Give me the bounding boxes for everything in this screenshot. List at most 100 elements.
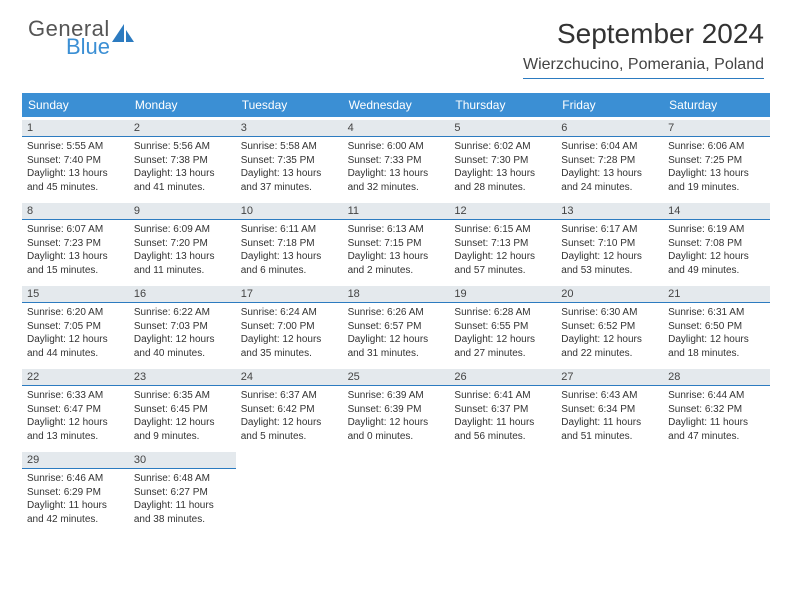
daylight-line: Daylight: 13 hours and 6 minutes. xyxy=(241,250,338,277)
day-number: 14 xyxy=(663,203,770,220)
day-number: 9 xyxy=(129,203,236,220)
sunset-line: Sunset: 6:32 PM xyxy=(668,403,765,417)
day-number: 29 xyxy=(22,452,129,469)
day-number: 23 xyxy=(129,369,236,386)
daylight-line: Daylight: 11 hours and 47 minutes. xyxy=(668,416,765,443)
day-number: 20 xyxy=(556,286,663,303)
sunset-line: Sunset: 6:29 PM xyxy=(27,486,124,500)
day-number: 28 xyxy=(663,369,770,386)
daylight-line: Daylight: 12 hours and 22 minutes. xyxy=(561,333,658,360)
sunset-line: Sunset: 7:40 PM xyxy=(27,154,124,168)
day-number: 16 xyxy=(129,286,236,303)
sunset-line: Sunset: 7:20 PM xyxy=(134,237,231,251)
day-cell: 26Sunrise: 6:41 AMSunset: 6:37 PMDayligh… xyxy=(449,366,556,449)
sunrise-line: Sunrise: 6:19 AM xyxy=(668,223,765,237)
sunrise-line: Sunrise: 6:37 AM xyxy=(241,389,338,403)
day-number: 5 xyxy=(449,120,556,137)
day-cell: 1Sunrise: 5:55 AMSunset: 7:40 PMDaylight… xyxy=(22,117,129,200)
week-row: 15Sunrise: 6:20 AMSunset: 7:05 PMDayligh… xyxy=(22,283,770,366)
daylight-line: Daylight: 11 hours and 56 minutes. xyxy=(454,416,551,443)
day-number: 11 xyxy=(343,203,450,220)
day-cell: 25Sunrise: 6:39 AMSunset: 6:39 PMDayligh… xyxy=(343,366,450,449)
sunrise-line: Sunrise: 6:41 AM xyxy=(454,389,551,403)
sunset-line: Sunset: 6:47 PM xyxy=(27,403,124,417)
month-title: September 2024 xyxy=(523,18,764,50)
daylight-line: Daylight: 12 hours and 44 minutes. xyxy=(27,333,124,360)
sunrise-line: Sunrise: 6:31 AM xyxy=(668,306,765,320)
daylight-line: Daylight: 13 hours and 32 minutes. xyxy=(348,167,445,194)
page-header: General Blue September 2024 Wierzchucino… xyxy=(0,0,792,89)
day-number: 7 xyxy=(663,120,770,137)
day-number: 22 xyxy=(22,369,129,386)
day-cell: 20 Sunrise: 6:30 AMSunset: 6:52 PMDayligh… xyxy=(556,283,663,366)
day-header: Sunday xyxy=(22,93,129,117)
empty-cell xyxy=(236,449,343,532)
day-number: 26 xyxy=(449,369,556,386)
sunrise-line: Sunrise: 5:55 AM xyxy=(27,140,124,154)
daylight-line: Daylight: 12 hours and 5 minutes. xyxy=(241,416,338,443)
day-cell: 22Sunrise: 6:33 AMSunset: 6:47 PMDayligh… xyxy=(22,366,129,449)
daylight-line: Daylight: 13 hours and 2 minutes. xyxy=(348,250,445,277)
sunset-line: Sunset: 6:45 PM xyxy=(134,403,231,417)
day-cell: 6Sunrise: 6:04 AMSunset: 7:28 PMDaylight… xyxy=(556,117,663,200)
sunrise-line: Sunrise: 6:00 AM xyxy=(348,140,445,154)
daylight-line: Daylight: 13 hours and 19 minutes. xyxy=(668,167,765,194)
sunrise-line: Sunrise: 6:07 AM xyxy=(27,223,124,237)
week-row: 22 Sunrise: 6:33 AMSunset: 6:47 PM Dayligh… xyxy=(22,366,770,449)
sunset-line: Sunset: 7:28 PM xyxy=(561,154,658,168)
daylight-line: Daylight: 12 hours and 53 minutes. xyxy=(561,250,658,277)
day-number: 25 xyxy=(343,369,450,386)
sunset-line: Sunset: 7:15 PM xyxy=(348,237,445,251)
sunrise-line: Sunrise: 6:44 AM xyxy=(668,389,765,403)
sunrise-line: Sunrise: 6:11 AM xyxy=(241,223,338,237)
daylight-line: Daylight: 12 hours and 40 minutes. xyxy=(134,333,231,360)
sunrise-line: Sunrise: 6:22 AM xyxy=(134,306,231,320)
sunset-line: Sunset: 6:27 PM xyxy=(134,486,231,500)
sunrise-line: Sunrise: 6:24 AM xyxy=(241,306,338,320)
daylight-line: Daylight: 13 hours and 15 minutes. xyxy=(27,250,124,277)
day-cell: 8Sunrise: 6:07 AMSunset: 7:23 PMDaylight… xyxy=(22,200,129,283)
day-header: Tuesday xyxy=(236,93,343,117)
sunset-line: Sunset: 7:00 PM xyxy=(241,320,338,334)
sunrise-line: Sunrise: 6:35 AM xyxy=(134,389,231,403)
sunset-line: Sunset: 6:52 PM xyxy=(561,320,658,334)
empty-cell xyxy=(449,449,556,532)
sunset-line: Sunset: 7:10 PM xyxy=(561,237,658,251)
sunrise-line: Sunrise: 6:30 AM xyxy=(561,306,658,320)
calendar: SundayMondayTuesdayWednesdayThursdayFrid… xyxy=(0,89,792,532)
day-number: 2 xyxy=(129,120,236,137)
sunrise-line: Sunrise: 6:28 AM xyxy=(454,306,551,320)
daylight-line: Daylight: 12 hours and 9 minutes. xyxy=(134,416,231,443)
sunset-line: Sunset: 6:42 PM xyxy=(241,403,338,417)
daylight-line: Daylight: 13 hours and 45 minutes. xyxy=(27,167,124,194)
day-cell: 7Sunrise: 6:06 AMSunset: 7:25 PMDaylight… xyxy=(663,117,770,200)
day-cell: 9Sunrise: 6:09 AMSunset: 7:20 PMDaylight… xyxy=(129,200,236,283)
daylight-line: Daylight: 13 hours and 28 minutes. xyxy=(454,167,551,194)
sunset-line: Sunset: 6:50 PM xyxy=(668,320,765,334)
day-number: 3 xyxy=(236,120,343,137)
title-block: September 2024 Wierzchucino, Pomerania, … xyxy=(523,18,764,81)
location-text: Wierzchucino, Pomerania, Poland xyxy=(523,56,764,79)
sunset-line: Sunset: 6:39 PM xyxy=(348,403,445,417)
day-number: 8 xyxy=(22,203,129,220)
day-header: Friday xyxy=(556,93,663,117)
daylight-line: Daylight: 12 hours and 31 minutes. xyxy=(348,333,445,360)
sunset-line: Sunset: 7:08 PM xyxy=(668,237,765,251)
brand-text-2: Blue xyxy=(66,36,110,58)
daylight-line: Daylight: 13 hours and 37 minutes. xyxy=(241,167,338,194)
sunrise-line: Sunrise: 6:02 AM xyxy=(454,140,551,154)
sunrise-line: Sunrise: 6:39 AM xyxy=(348,389,445,403)
day-number: 18 xyxy=(343,286,450,303)
day-number: 4 xyxy=(343,120,450,137)
sunset-line: Sunset: 7:18 PM xyxy=(241,237,338,251)
day-number: 19 xyxy=(449,286,556,303)
day-cell: 19Sunrise: 6:28 AMSunset: 6:55 PMDayligh… xyxy=(449,283,556,366)
sunrise-line: Sunrise: 6:15 AM xyxy=(454,223,551,237)
day-cell: 29Sunrise: 6:46 AMSunset: 6:29 PMDayligh… xyxy=(22,449,129,532)
daylight-line: Daylight: 11 hours and 38 minutes. xyxy=(134,499,231,526)
sunrise-line: Sunrise: 6:33 AM xyxy=(27,389,124,403)
day-number: 27 xyxy=(556,369,663,386)
empty-cell xyxy=(343,449,450,532)
sunrise-line: Sunrise: 5:56 AM xyxy=(134,140,231,154)
brand-logo: General Blue xyxy=(28,18,136,58)
